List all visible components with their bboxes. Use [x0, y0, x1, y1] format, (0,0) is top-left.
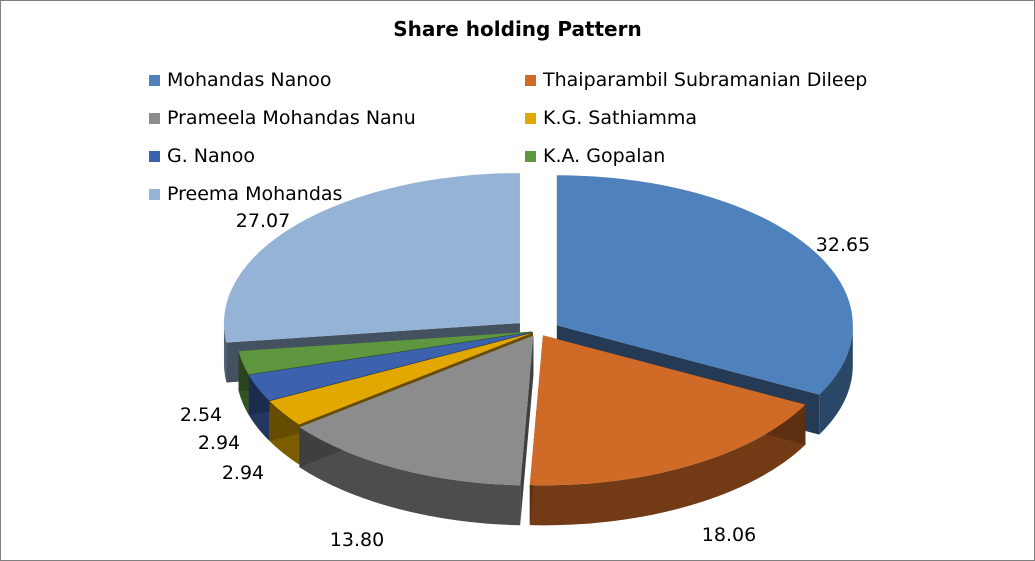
data-label: 32.65 [816, 234, 870, 256]
legend-label: Prameela Mohandas Nanu [167, 107, 416, 129]
legend-swatch [525, 112, 536, 124]
legend-item-kg-sathiamma: K.G. Sathiamma [525, 105, 925, 131]
legend-label: Preema Mohandas [167, 183, 343, 205]
legend-item-mohandas-nanoo: Mohandas Nanoo [149, 67, 525, 93]
pie-slice [529, 335, 806, 526]
legend-swatch [525, 150, 536, 162]
data-label: 2.94 [222, 462, 264, 484]
pie-slice [299, 335, 534, 526]
legend-item-preema-mohandas: Preema Mohandas [149, 181, 525, 207]
legend-swatch [149, 112, 160, 124]
data-label: 2.94 [198, 432, 240, 454]
legend-item-thaiparambil-subramanian-dileep: Thaiparambil Subramanian Dileep [525, 67, 925, 93]
data-label: 13.80 [330, 529, 384, 551]
chart-title: Share holding Pattern [393, 17, 642, 41]
legend-item-ka-gopalan: K.A. Gopalan [525, 143, 925, 169]
legend-swatch [525, 74, 536, 86]
legend-item-prameela-mohandas-nanu: Prameela Mohandas Nanu [149, 105, 525, 131]
legend-swatch [149, 150, 160, 162]
legend-label: Mohandas Nanoo [167, 69, 332, 91]
legend-item-g-nanoo: G. Nanoo [149, 143, 525, 169]
legend-label: Thaiparambil Subramanian Dileep [543, 69, 868, 91]
data-label: 27.07 [236, 210, 290, 232]
legend-label: K.A. Gopalan [543, 145, 666, 167]
data-label: 18.06 [702, 524, 756, 546]
legend-label: K.G. Sathiamma [543, 107, 698, 129]
data-label: 2.54 [180, 404, 222, 426]
legend-label: G. Nanoo [167, 145, 255, 167]
legend-swatch [149, 74, 160, 86]
chart-legend: Mohandas Nanoo Thaiparambil Subramanian … [149, 67, 939, 207]
legend-swatch [149, 188, 160, 200]
